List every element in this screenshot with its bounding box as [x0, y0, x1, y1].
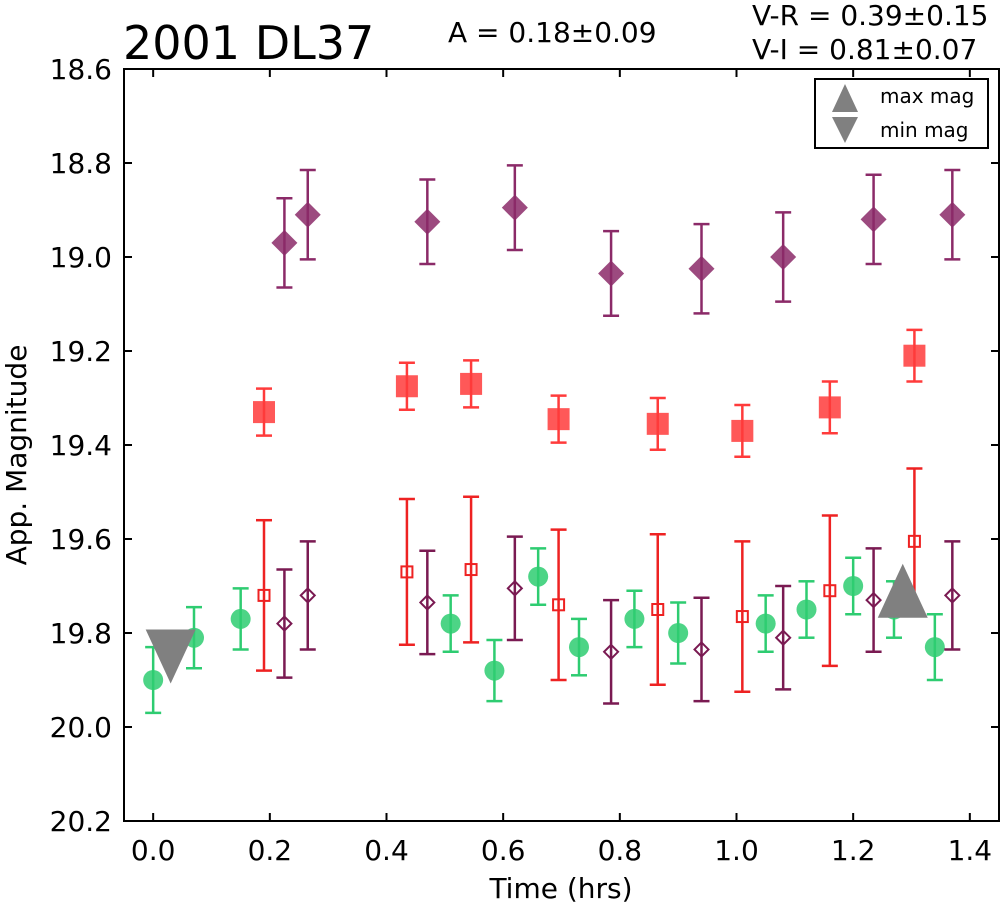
series-4: [271, 164, 966, 317]
data-point-circle: [569, 637, 589, 658]
data-point-diamond: [602, 643, 620, 661]
data-point-square: [651, 603, 665, 616]
data-point-diamond: [414, 208, 441, 235]
data-point-square: [400, 565, 414, 579]
data-point-diamond: [860, 206, 887, 233]
data-point-square: [552, 598, 566, 612]
x-tick-label: 0.6: [481, 834, 526, 867]
data-point-circle: [755, 613, 776, 634]
data-point-diamond: [770, 244, 797, 270]
data-point-square: [903, 344, 926, 367]
data-point-diamond: [943, 586, 961, 604]
y-tick-label: 19.8: [50, 617, 112, 650]
legend-min-mag-marker: [832, 117, 858, 143]
data-point-circle: [624, 608, 645, 629]
chart-title: 2001 DL37: [123, 16, 374, 70]
data-point-square: [907, 534, 921, 548]
x-tick-label: 1.2: [831, 834, 876, 867]
data-point-circle: [143, 670, 164, 690]
legend-max-mag-label: max mag: [880, 84, 974, 108]
data-point-diamond: [688, 255, 715, 282]
x-tick-label: 0.4: [364, 834, 409, 867]
y-tick-label: 19.0: [50, 241, 112, 274]
data-point-circle: [924, 637, 945, 658]
y-tick-label: 18.6: [50, 53, 112, 86]
data-point-circle: [440, 613, 461, 634]
y-tick-label: 20.2: [50, 805, 112, 838]
x-tick-label: 0.8: [598, 834, 643, 867]
plot-frame: [123, 68, 1000, 822]
x-tick-label: 0.0: [131, 834, 176, 867]
data-point-diamond: [939, 201, 966, 228]
x-axis-ticks: 0.0 0.2 0.4 0.6 0.8 1.0 1.2 1.4: [131, 69, 992, 867]
min-mag-marker: [145, 629, 196, 684]
v-i-annotation: V-I = 0.81±0.07: [752, 33, 977, 66]
y-axis-label: App. Magnitude: [0, 345, 33, 566]
y-tick-label: 19.2: [50, 335, 112, 368]
x-axis-label: Time (hrs): [488, 872, 632, 904]
data-point-diamond: [294, 201, 321, 228]
data-point-square: [823, 584, 837, 598]
series-2: [276, 535, 961, 705]
data-point-square: [818, 396, 841, 419]
data-point-diamond: [271, 229, 298, 256]
data-point-square: [460, 372, 483, 395]
data-point-diamond: [774, 629, 792, 647]
data-point-diamond: [276, 615, 293, 633]
data-point-diamond: [501, 194, 528, 221]
data-point-diamond: [693, 641, 710, 658]
y-axis-ticks: 18.6 18.8 19.0 19.2 19.4 19.6 19.8 20.0 20.2: [50, 53, 999, 838]
data-point-circle: [668, 623, 689, 643]
data-point-square: [646, 412, 669, 435]
data-point-diamond: [418, 594, 436, 611]
data-point-circle: [230, 608, 251, 629]
data-point-diamond: [506, 579, 524, 597]
data-point-diamond: [299, 586, 317, 604]
series-3: [253, 328, 926, 458]
data-point-square: [464, 563, 478, 577]
data-point-diamond: [598, 260, 625, 287]
x-tick-label: 0.2: [248, 834, 293, 867]
x-tick-label: 1.0: [714, 834, 759, 867]
series-1: [256, 467, 923, 693]
data-point-circle: [528, 566, 549, 587]
y-tick-label: 18.8: [50, 147, 112, 180]
amplitude-annotation: A = 0.18±0.09: [448, 16, 657, 49]
x-tick-label: 1.4: [948, 834, 993, 867]
y-tick-label: 19.4: [50, 429, 112, 462]
legend: max mag min mag: [814, 78, 989, 149]
legend-max-mag-marker: [832, 84, 858, 112]
data-point-circle: [484, 660, 505, 681]
data-point-square: [253, 401, 275, 424]
data-point-square: [257, 588, 271, 602]
data-point-square: [395, 375, 418, 398]
max-mag-marker: [877, 563, 928, 618]
data-point-square: [547, 408, 570, 431]
v-r-annotation: V-R = 0.39±0.15: [752, 0, 988, 32]
data-point-square: [735, 610, 749, 624]
plot-marks: [143, 164, 966, 715]
data-point-circle: [843, 576, 864, 596]
data-point-square: [731, 419, 754, 442]
data-point-diamond: [865, 591, 882, 609]
y-tick-label: 19.6: [50, 523, 112, 556]
y-tick-label: 20.0: [50, 711, 112, 744]
data-point-circle: [796, 599, 817, 620]
legend-min-mag-label: min mag: [880, 118, 969, 142]
